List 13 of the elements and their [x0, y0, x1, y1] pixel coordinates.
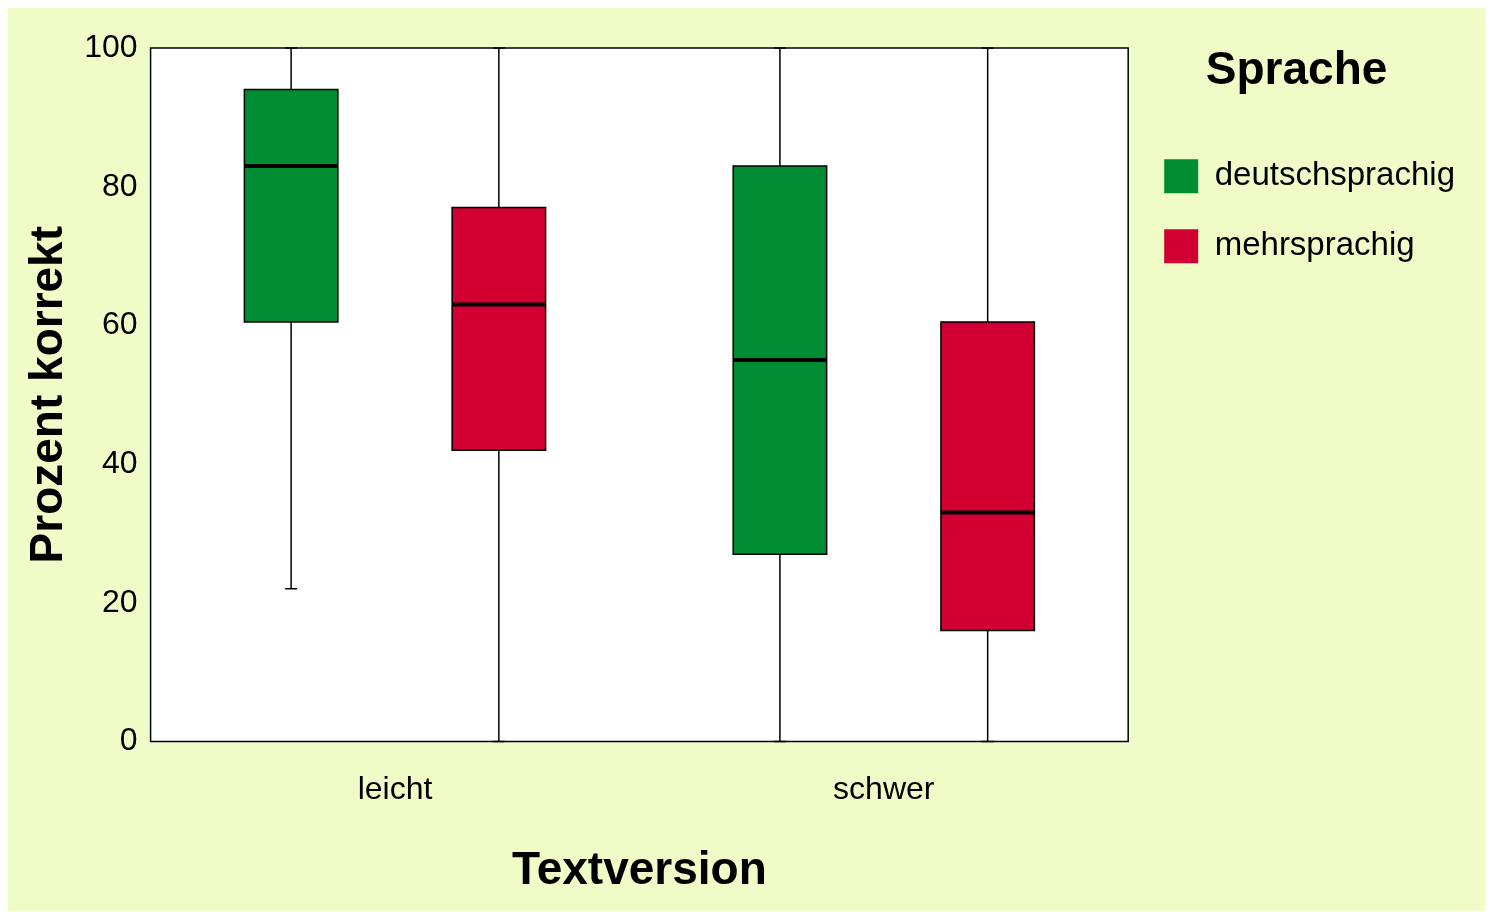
y-axis-title: Prozent korrekt — [20, 225, 73, 564]
y-tick-label: 40 — [102, 443, 138, 480]
y-tick-label: 20 — [102, 582, 138, 619]
y-tick-label: 60 — [102, 305, 138, 342]
y-tick-label: 80 — [102, 166, 138, 203]
legend-title: Sprache — [1205, 41, 1388, 94]
x-tick-label: schwer — [833, 770, 935, 807]
y-tick-label: 100 — [84, 27, 138, 64]
legend-label: deutschsprachig — [1214, 155, 1456, 193]
x-axis-title: Textversion — [511, 842, 767, 895]
legend-label: mehrsprachig — [1214, 225, 1415, 263]
x-tick-label: leicht — [357, 770, 433, 807]
y-tick-label: 0 — [119, 721, 138, 758]
